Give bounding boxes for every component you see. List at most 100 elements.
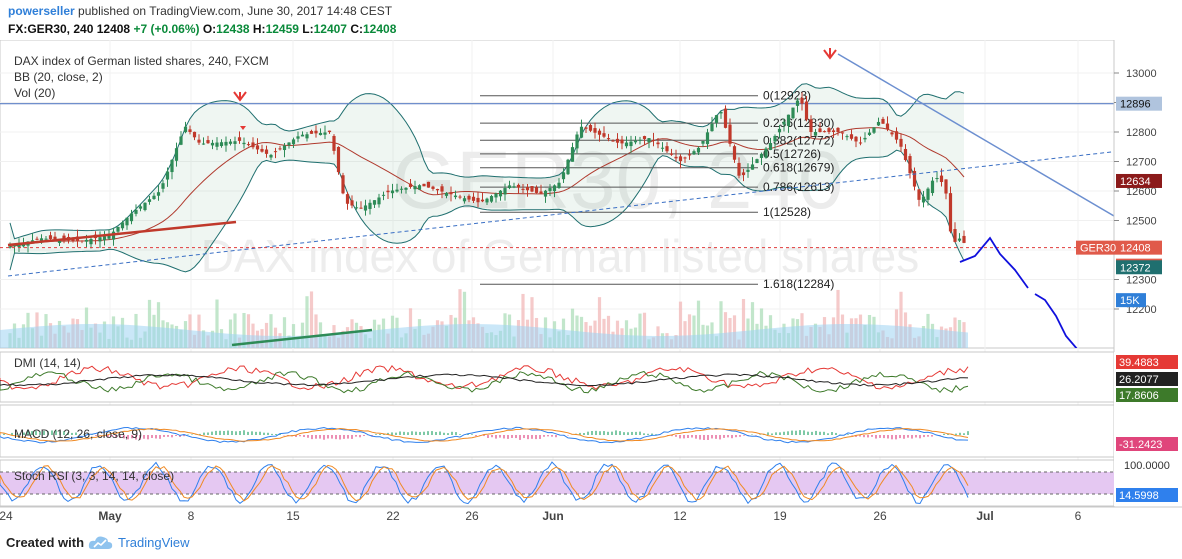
candle-body [48, 235, 53, 239]
candle-body [795, 100, 800, 106]
close-label: C: [350, 22, 363, 36]
candle-body [318, 132, 323, 136]
candle-body [741, 172, 746, 176]
candle-body [246, 144, 251, 146]
candle-body [440, 186, 444, 192]
chart-area[interactable]: GER30, 240 DAX index of German listed sh… [0, 40, 1182, 528]
candle-body [597, 130, 602, 135]
author-link[interactable]: powerseller [8, 4, 75, 18]
tradingview-link[interactable]: TradingView [118, 535, 190, 550]
candle-body [476, 197, 480, 203]
candle-body [381, 194, 386, 196]
time-tick-label: 22 [386, 509, 400, 523]
fib-level-label: 0.786(12613) [763, 180, 834, 194]
candle-body [35, 238, 39, 240]
tradingview-cloud-icon [88, 536, 113, 549]
time-axis[interactable]: 24 May 8 15 22 26 Jun 12 19 26 Jul 6 [0, 509, 1082, 523]
candle-body [791, 107, 795, 119]
symbol-tag [1076, 240, 1116, 255]
candle-body [314, 130, 318, 134]
trend-line-down[interactable] [837, 53, 1114, 217]
candle-body [831, 130, 836, 132]
candle-body [102, 236, 107, 241]
volume-ma-area [0, 324, 968, 348]
candle-body [237, 137, 242, 141]
fib-level-label: 0.236(12830) [763, 116, 834, 130]
candle-body [890, 132, 894, 135]
candle-body [588, 125, 593, 131]
candle-body [350, 200, 354, 206]
candle-body [755, 159, 759, 164]
candle-body [300, 134, 305, 137]
candle-body [201, 143, 206, 145]
candle-body [431, 186, 435, 189]
chart-header: powerseller published on TradingView.com… [0, 0, 1182, 40]
volume-bar [269, 314, 273, 348]
candle-body [462, 198, 467, 202]
candle-body [705, 132, 710, 145]
candle-body [881, 118, 885, 124]
candle-body [345, 194, 350, 204]
forecast-projection[interactable] [959, 236, 1078, 350]
candle-body [210, 142, 215, 146]
bb-lower [9, 149, 965, 273]
candle-body [710, 123, 714, 132]
candle-body [305, 134, 309, 139]
candle-body [62, 235, 66, 240]
candle-body [863, 137, 867, 140]
candle-body [161, 183, 165, 189]
candle-body [858, 142, 863, 144]
volume-bar [899, 291, 903, 348]
volume-bar [692, 315, 696, 348]
candle-body [174, 148, 179, 161]
candle-body [813, 132, 818, 136]
fib-level-label: 1.618(12284) [763, 277, 834, 291]
legend-title: DAX index of German listed shares, 240, … [14, 54, 269, 68]
candle-body [692, 151, 696, 155]
candle-body [629, 141, 633, 147]
stoch-band [0, 472, 1114, 494]
dmi-minus-tag-text: 39.4883 [1119, 357, 1159, 369]
candle-body [683, 157, 687, 159]
fib-level-label: 0.5(12726) [763, 147, 821, 161]
adx-tag [1116, 372, 1178, 386]
trend-line-dashed[interactable] [7, 151, 1120, 277]
volume-bar [462, 291, 467, 348]
candle-body [30, 240, 35, 243]
candle-body [377, 197, 381, 205]
volume-bar [309, 291, 314, 348]
red-trend-line[interactable] [7, 220, 237, 247]
green-volume-line[interactable] [231, 328, 373, 347]
candle-body [417, 185, 422, 190]
candle-body [368, 202, 372, 209]
price-tick-label: 12800 [1126, 127, 1157, 139]
candle-body [125, 217, 129, 226]
stoch-tag-text: 14.5998 [1119, 490, 1159, 502]
candle-body [719, 111, 723, 114]
volume-bar [687, 314, 692, 348]
candle-body [327, 130, 332, 133]
candle-body [264, 149, 269, 154]
ohlc-line: FX:GER30, 240 12408 +7 (+0.06%) O:12438 … [8, 22, 396, 36]
candle-body [260, 148, 264, 152]
macd-signal-line [0, 427, 969, 442]
candle-body [678, 156, 683, 162]
candle-body [561, 172, 566, 180]
candle-body [908, 156, 912, 174]
last-price-tag-text: 12408 [1120, 243, 1151, 255]
arrow-down-icon [233, 91, 247, 102]
stoch-max-label: 100.0000 [1124, 460, 1170, 472]
last-price-tag [1116, 240, 1162, 255]
adx-line [0, 373, 969, 387]
bb-basis [9, 127, 965, 247]
macd-histogram [3, 430, 969, 440]
volume-bar [759, 308, 764, 348]
volume-bar [678, 301, 683, 348]
candle-body [494, 193, 498, 198]
candle-body [948, 193, 953, 232]
candle-body [57, 239, 62, 243]
fib-level-label: 0.618(12679) [763, 161, 834, 175]
time-tick-label: Jun [542, 509, 563, 523]
candle-body [593, 128, 597, 133]
volume-bar [233, 313, 237, 348]
